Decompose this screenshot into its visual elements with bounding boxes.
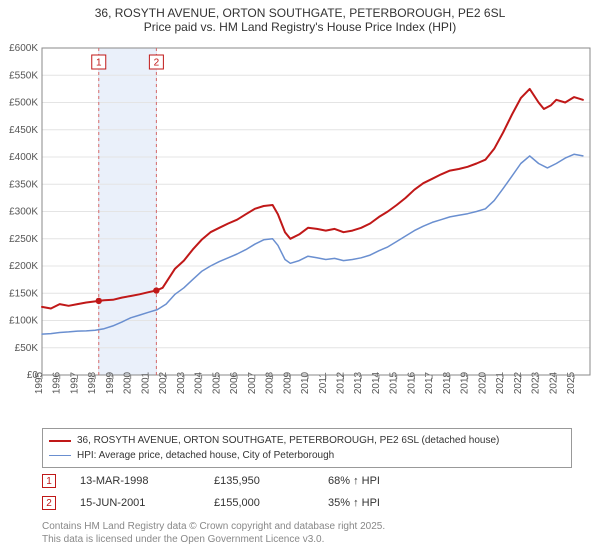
- sale-price-2: £155,000: [214, 497, 304, 509]
- svg-text:£250K: £250K: [9, 234, 38, 245]
- sale-price-1: £135,950: [214, 475, 304, 487]
- svg-text:£300K: £300K: [9, 207, 38, 218]
- sale-row-2: 2 15-JUN-2001 £155,000 35% ↑ HPI: [42, 492, 418, 514]
- copyright-line-1: Contains HM Land Registry data © Crown c…: [42, 520, 385, 533]
- copyright-block: Contains HM Land Registry data © Crown c…: [42, 520, 385, 546]
- svg-text:£450K: £450K: [9, 125, 38, 136]
- svg-text:£400K: £400K: [9, 152, 38, 163]
- sale-date-1: 13-MAR-1998: [80, 475, 190, 487]
- svg-text:£200K: £200K: [9, 261, 38, 272]
- sale-date-2: 15-JUN-2001: [80, 497, 190, 509]
- svg-text:1: 1: [96, 58, 102, 69]
- legend-box: 36, ROSYTH AVENUE, ORTON SOUTHGATE, PETE…: [42, 428, 572, 468]
- svg-text:£150K: £150K: [9, 288, 38, 299]
- legend-swatch-2: [49, 455, 71, 457]
- legend-row-series-2: HPI: Average price, detached house, City…: [49, 448, 565, 463]
- svg-text:£550K: £550K: [9, 70, 38, 81]
- chart-area: £0£50K£100K£150K£200K£250K£300K£350K£400…: [0, 40, 600, 420]
- sale-diff-2: 35% ↑ HPI: [328, 497, 418, 509]
- svg-text:£600K: £600K: [9, 43, 38, 54]
- legend-label-1: 36, ROSYTH AVENUE, ORTON SOUTHGATE, PETE…: [77, 433, 499, 448]
- line-chart-svg: £0£50K£100K£150K£200K£250K£300K£350K£400…: [0, 40, 600, 420]
- title-line-2: Price paid vs. HM Land Registry's House …: [10, 20, 590, 34]
- legend-row-series-1: 36, ROSYTH AVENUE, ORTON SOUTHGATE, PETE…: [49, 433, 565, 448]
- svg-text:£100K: £100K: [9, 316, 38, 327]
- legend-label-2: HPI: Average price, detached house, City…: [77, 448, 334, 463]
- svg-text:2: 2: [154, 58, 160, 69]
- svg-text:£50K: £50K: [15, 343, 39, 354]
- title-block: 36, ROSYTH AVENUE, ORTON SOUTHGATE, PETE…: [0, 0, 600, 36]
- svg-text:£350K: £350K: [9, 179, 38, 190]
- sale-diff-1: 68% ↑ HPI: [328, 475, 418, 487]
- copyright-line-2: This data is licensed under the Open Gov…: [42, 533, 385, 546]
- sale-badge-2: 2: [42, 496, 56, 510]
- title-line-1: 36, ROSYTH AVENUE, ORTON SOUTHGATE, PETE…: [10, 6, 590, 20]
- svg-text:£500K: £500K: [9, 98, 38, 109]
- sale-row-1: 1 13-MAR-1998 £135,950 68% ↑ HPI: [42, 470, 418, 492]
- sales-table: 1 13-MAR-1998 £135,950 68% ↑ HPI 2 15-JU…: [42, 470, 418, 514]
- sale-badge-1: 1: [42, 474, 56, 488]
- legend-swatch-1: [49, 440, 71, 442]
- chart-container: 36, ROSYTH AVENUE, ORTON SOUTHGATE, PETE…: [0, 0, 600, 560]
